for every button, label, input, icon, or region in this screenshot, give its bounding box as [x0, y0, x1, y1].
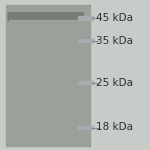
Bar — [78, 81, 93, 84]
Bar — [78, 16, 93, 20]
Bar — [78, 39, 93, 42]
Bar — [6, 4, 90, 146]
Bar — [78, 126, 93, 129]
Text: 35 kDa: 35 kDa — [96, 36, 133, 45]
FancyBboxPatch shape — [8, 13, 83, 21]
Bar — [9, 20, 82, 26]
Text: 18 kDa: 18 kDa — [96, 123, 133, 132]
Bar — [6, 4, 90, 146]
Text: 45 kDa: 45 kDa — [96, 13, 133, 23]
Text: 25 kDa: 25 kDa — [96, 78, 133, 87]
